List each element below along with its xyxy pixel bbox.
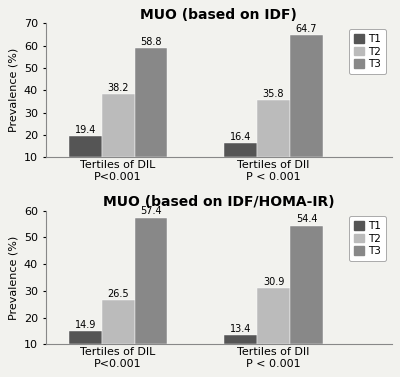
Text: 57.4: 57.4 — [140, 206, 162, 216]
Bar — [224, 335, 257, 344]
Y-axis label: Prevalence (%): Prevalence (%) — [8, 48, 18, 132]
Text: 38.2: 38.2 — [107, 83, 129, 93]
Bar — [290, 225, 323, 344]
Bar — [257, 100, 290, 157]
Text: 26.5: 26.5 — [107, 289, 129, 299]
Legend: T1, T2, T3: T1, T2, T3 — [348, 216, 386, 261]
Bar — [290, 35, 323, 157]
Title: MUO (based on IDF): MUO (based on IDF) — [140, 8, 297, 22]
Text: 58.8: 58.8 — [140, 37, 162, 48]
Bar — [69, 331, 102, 344]
Text: 35.8: 35.8 — [263, 89, 284, 98]
Y-axis label: Prevalence (%): Prevalence (%) — [8, 235, 18, 320]
Bar — [134, 49, 168, 157]
Bar — [134, 218, 168, 344]
Legend: T1, T2, T3: T1, T2, T3 — [348, 29, 386, 74]
Text: 54.4: 54.4 — [296, 214, 317, 224]
Text: 16.4: 16.4 — [230, 132, 251, 142]
Bar — [102, 300, 134, 344]
Bar — [69, 136, 102, 157]
Bar — [102, 94, 134, 157]
Bar — [257, 288, 290, 344]
Bar — [224, 143, 257, 157]
Text: 64.7: 64.7 — [296, 24, 317, 34]
Text: 30.9: 30.9 — [263, 277, 284, 287]
Title: MUO (based on IDF/HOMA-IR): MUO (based on IDF/HOMA-IR) — [103, 195, 334, 210]
Text: 14.9: 14.9 — [74, 320, 96, 330]
Text: 19.4: 19.4 — [74, 125, 96, 135]
Text: 13.4: 13.4 — [230, 324, 251, 334]
